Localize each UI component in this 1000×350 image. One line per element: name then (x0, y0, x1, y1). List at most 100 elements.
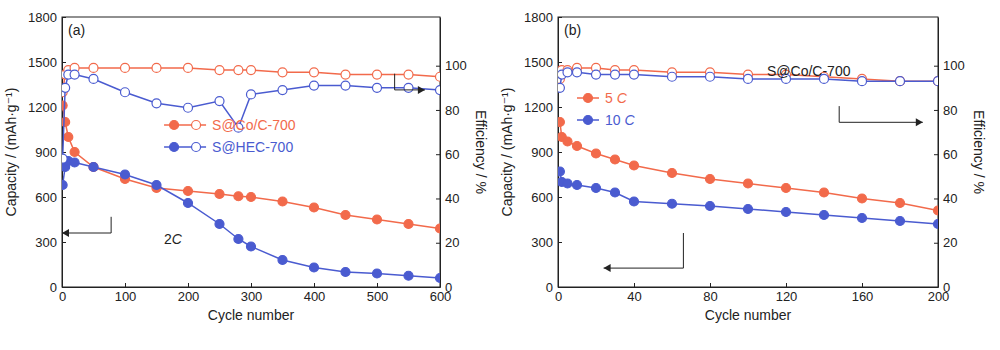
plot-area (558, 63, 938, 228)
tick-label: 900 (531, 145, 553, 160)
point (820, 188, 829, 197)
point (558, 167, 564, 176)
point-open (404, 70, 413, 79)
text-part: 5 (605, 90, 617, 106)
point-open (184, 103, 193, 112)
tick: 200 (178, 283, 200, 304)
tick-label: 120 (776, 289, 798, 304)
point-open (215, 97, 224, 106)
point (611, 155, 620, 164)
tick: 20 (436, 235, 459, 250)
tick: 80 (934, 103, 957, 118)
point-open (62, 83, 70, 92)
tick: 300 (241, 283, 263, 304)
tick-label: 500 (367, 289, 389, 304)
axis-arrow (604, 233, 684, 272)
tick: 100 (115, 283, 137, 304)
point (62, 181, 67, 190)
point-open (563, 68, 572, 77)
tick-mark (125, 283, 126, 287)
point (706, 202, 715, 211)
point-open (668, 72, 677, 81)
y2-axis: 020406080100 (934, 18, 965, 295)
axis-line (440, 18, 441, 288)
point (278, 256, 287, 265)
x-axis-title: Cycle number (705, 307, 792, 323)
point-open (152, 99, 161, 108)
point-open (310, 81, 319, 90)
text-part: C (617, 90, 628, 106)
tick-mark (558, 107, 562, 108)
point-open (62, 154, 67, 163)
point (152, 181, 161, 190)
tick: 160 (852, 283, 874, 304)
y-axis: 0300600900120015001800 (524, 10, 562, 295)
legend-item: 10 C (577, 112, 635, 128)
tick: 1800 (28, 10, 66, 25)
legend-item: S@Co/C-700 (164, 117, 296, 133)
legend-item: 5 C (577, 90, 628, 106)
point-open (706, 72, 715, 81)
x-axis: 04080120160200 (555, 283, 949, 304)
point-open (858, 77, 867, 86)
tick-mark (314, 283, 315, 287)
point (215, 220, 224, 229)
tick: 0 (50, 280, 66, 295)
point (404, 220, 413, 229)
point (558, 118, 564, 127)
tick-label: 300 (241, 289, 263, 304)
tick: 600 (531, 190, 562, 205)
tick-label: 80 (445, 103, 459, 118)
tick-mark (188, 283, 189, 287)
tick-mark (436, 154, 440, 155)
tick: 300 (35, 235, 66, 250)
point-open (896, 77, 905, 86)
tick-label: 60 (943, 147, 957, 162)
axis-line (938, 18, 939, 288)
point (896, 199, 905, 208)
tick-label: 0 (50, 280, 57, 295)
tick-label: 0 (445, 280, 452, 295)
legend: 5 C 10 C (577, 90, 635, 128)
tick: 120 (776, 283, 798, 304)
series-line (560, 122, 938, 211)
tick-mark (558, 242, 562, 243)
point (404, 271, 413, 280)
point (592, 149, 601, 158)
legend-marker (584, 116, 593, 125)
tick: 1200 (28, 100, 66, 115)
legend: S@Co/C-700S@HEC-700 (164, 117, 296, 155)
point-open (89, 63, 98, 72)
point (234, 235, 243, 244)
chart-root: 0100200300400500600030060090012001500180… (0, 0, 1000, 350)
tick: 300 (531, 235, 562, 250)
arrow-stem (394, 74, 395, 90)
tick-mark (62, 17, 66, 18)
tick-mark (558, 197, 562, 198)
tick-mark (558, 287, 562, 288)
text-part: C (172, 231, 183, 247)
tick-label: 80 (943, 103, 957, 118)
point-open (341, 70, 350, 79)
text-part: 10 (605, 112, 624, 128)
point (630, 161, 639, 170)
tick-label: 20 (943, 235, 957, 250)
point-open (404, 83, 413, 92)
axis-line (559, 287, 939, 288)
tick-label: 80 (703, 289, 717, 304)
point (341, 211, 350, 220)
point-open (234, 66, 243, 75)
tick-mark (436, 66, 440, 67)
tick-mark (62, 62, 66, 63)
tick-mark (251, 283, 252, 287)
legend-marker (584, 94, 593, 103)
legend-marker (192, 121, 201, 130)
point-open (436, 72, 441, 81)
tick-mark (934, 287, 938, 288)
panel: 0408012016020003006009001200150018000204… (499, 10, 987, 323)
tick: 100 (436, 58, 467, 73)
tick: 40 (934, 191, 957, 206)
point (70, 148, 79, 157)
legend-label: 10 C (605, 112, 635, 128)
point (706, 175, 715, 184)
